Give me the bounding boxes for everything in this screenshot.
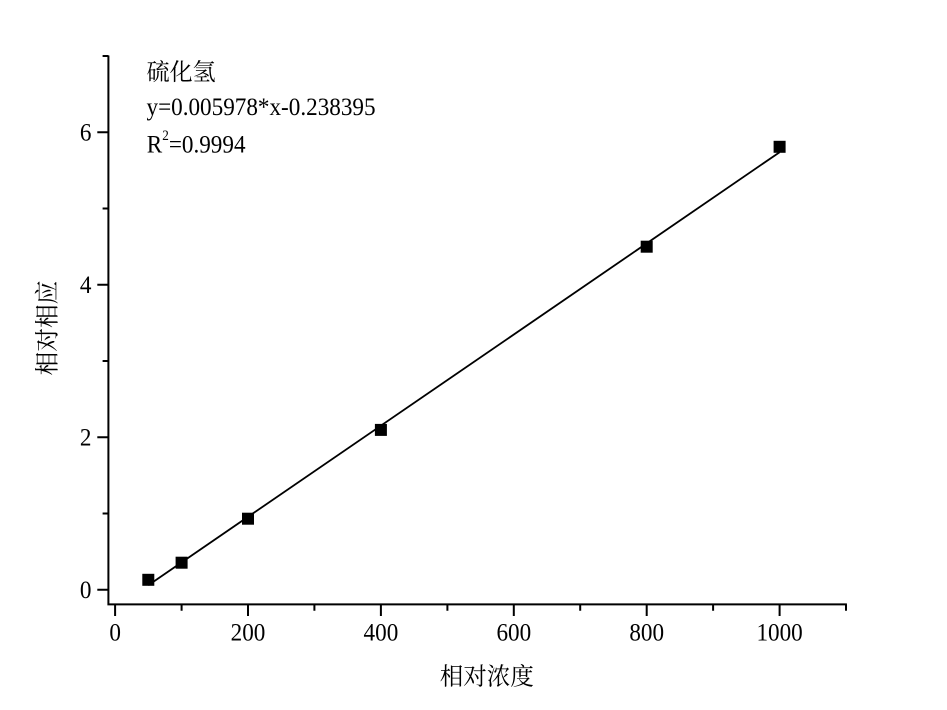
svg-text:1000: 1000	[756, 619, 802, 647]
svg-text:4: 4	[80, 271, 92, 299]
svg-text:2: 2	[80, 423, 92, 451]
svg-text:0: 0	[80, 576, 92, 604]
svg-text:800: 800	[629, 619, 664, 647]
svg-text:6: 6	[80, 118, 92, 146]
svg-text:0: 0	[109, 619, 121, 647]
svg-text:200: 200	[231, 619, 266, 647]
svg-text:600: 600	[496, 619, 531, 647]
svg-text:y=0.005978*x-0.238395: y=0.005978*x-0.238395	[147, 93, 376, 121]
svg-text:400: 400	[364, 619, 399, 647]
svg-text:R2=0.9994: R2=0.9994	[147, 127, 246, 159]
